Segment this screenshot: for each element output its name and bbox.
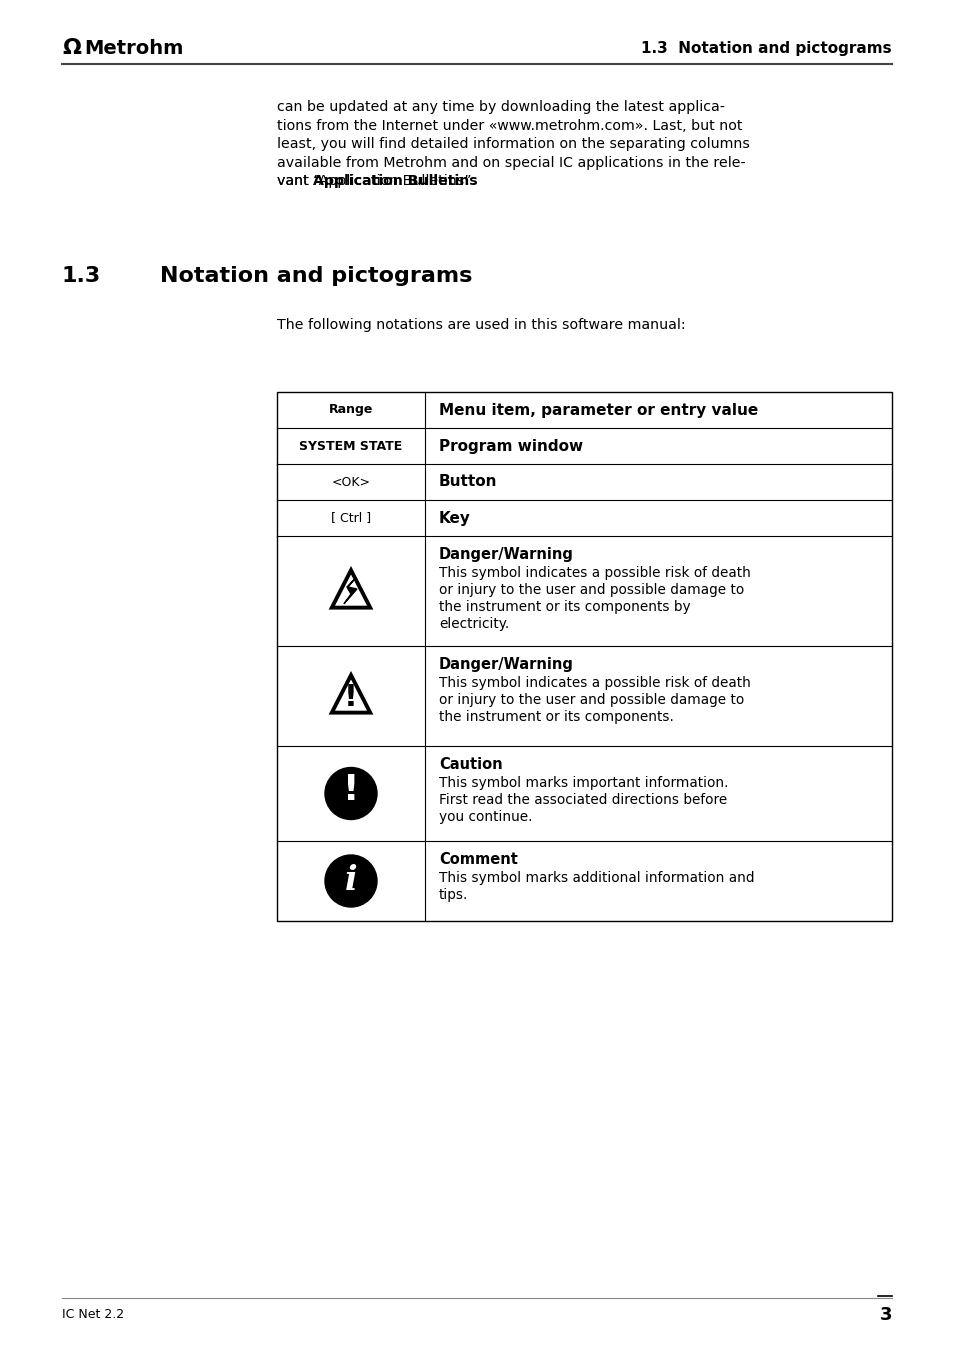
Circle shape xyxy=(325,855,376,907)
Text: SYSTEM STATE: SYSTEM STATE xyxy=(299,439,402,453)
Text: [ Ctrl ]: [ Ctrl ] xyxy=(331,512,371,524)
Text: or injury to the user and possible damage to: or injury to the user and possible damag… xyxy=(438,584,743,597)
Text: Notation and pictograms: Notation and pictograms xyxy=(160,266,472,286)
Text: The following notations are used in this software manual:: The following notations are used in this… xyxy=(276,317,685,332)
Text: least, you will find detailed information on the separating columns: least, you will find detailed informatio… xyxy=(276,136,749,151)
Text: IC Net 2.2: IC Net 2.2 xyxy=(62,1308,124,1321)
Text: the instrument or its components by: the instrument or its components by xyxy=(438,600,690,613)
Text: 3: 3 xyxy=(879,1306,891,1324)
Text: electricity.: electricity. xyxy=(438,617,509,631)
Text: This symbol marks additional information and: This symbol marks additional information… xyxy=(438,871,754,885)
Text: Button: Button xyxy=(438,474,497,489)
Text: 1.3: 1.3 xyxy=(62,266,101,286)
Text: Danger/Warning: Danger/Warning xyxy=(438,657,574,671)
Text: 1.3  Notation and pictograms: 1.3 Notation and pictograms xyxy=(640,41,891,55)
Text: This symbol indicates a possible risk of death: This symbol indicates a possible risk of… xyxy=(438,676,750,690)
Text: First read the associated directions before: First read the associated directions bef… xyxy=(438,793,726,807)
Text: Ω: Ω xyxy=(62,38,81,58)
Text: you continue.: you continue. xyxy=(438,811,532,824)
Circle shape xyxy=(325,767,376,820)
Text: !: ! xyxy=(344,682,357,712)
Text: vant “Application Bulletins”.: vant “Application Bulletins”. xyxy=(276,174,476,188)
Text: Range: Range xyxy=(329,404,373,416)
Text: Program window: Program window xyxy=(438,439,582,454)
Text: tips.: tips. xyxy=(438,888,468,902)
Text: Metrohm: Metrohm xyxy=(84,38,183,58)
Text: tions from the Internet under «www.metrohm.com». Last, but not: tions from the Internet under «www.metro… xyxy=(276,119,741,132)
Text: Menu item, parameter or entry value: Menu item, parameter or entry value xyxy=(438,403,758,417)
Text: Application Bulletins: Application Bulletins xyxy=(313,174,477,188)
Text: Danger/Warning: Danger/Warning xyxy=(438,547,574,562)
Text: <OK>: <OK> xyxy=(331,476,370,489)
Text: can be updated at any time by downloading the latest applica-: can be updated at any time by downloadin… xyxy=(276,100,724,113)
Text: This symbol marks important information.: This symbol marks important information. xyxy=(438,775,728,790)
Bar xyxy=(276,392,891,921)
Text: This symbol indicates a possible risk of death: This symbol indicates a possible risk of… xyxy=(438,566,750,580)
Text: vant “: vant “ xyxy=(276,174,320,188)
Text: available from Metrohm and on special IC applications in the rele-: available from Metrohm and on special IC… xyxy=(276,155,745,169)
Polygon shape xyxy=(344,578,356,604)
Text: !: ! xyxy=(342,773,359,807)
Text: Comment: Comment xyxy=(438,852,517,867)
Text: the instrument or its components.: the instrument or its components. xyxy=(438,711,673,724)
Text: i: i xyxy=(344,865,357,897)
Text: or injury to the user and possible damage to: or injury to the user and possible damag… xyxy=(438,693,743,707)
Text: Caution: Caution xyxy=(438,757,502,771)
Text: Key: Key xyxy=(438,511,471,526)
